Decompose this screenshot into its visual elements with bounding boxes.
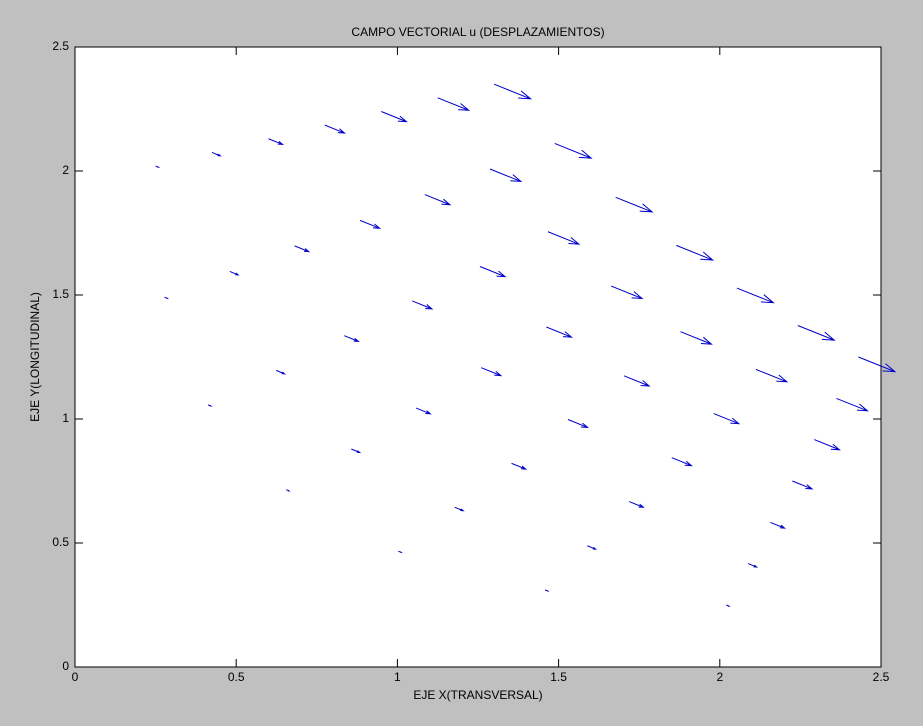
arrow (211, 151, 222, 157)
arrow (415, 407, 432, 415)
arrow (726, 604, 731, 607)
arrow (493, 83, 533, 100)
arrow (610, 285, 644, 300)
arrow (454, 506, 465, 512)
arrow (437, 97, 471, 111)
arrow (398, 550, 403, 554)
x-tick-label: 1.5 (550, 670, 567, 684)
x-tick-label: 0 (72, 670, 79, 684)
arrow (424, 194, 452, 206)
x-tick-label: 2 (716, 670, 723, 684)
arrow (511, 462, 528, 470)
y-tick-label: 2.5 (52, 39, 69, 53)
arrow (294, 245, 311, 253)
x-tick-label: 2.5 (873, 670, 890, 684)
arrow (792, 480, 814, 490)
arrow (567, 419, 590, 429)
arrow (207, 404, 213, 407)
arrow (324, 124, 347, 134)
arrow (344, 335, 360, 342)
arrow (359, 219, 382, 229)
arrow (747, 563, 759, 568)
arrow (671, 457, 693, 467)
arrow (629, 501, 645, 508)
arrow (481, 367, 503, 377)
y-tick-label: 1 (62, 411, 69, 425)
arrow (623, 375, 651, 387)
arrow (381, 111, 408, 123)
arrow (836, 397, 869, 412)
arrow (351, 448, 362, 454)
chart-title: CAMPO VECTORIAL u (DESPLAZAMIENTOS) (351, 25, 604, 39)
arrow (229, 270, 240, 276)
arrow (770, 521, 787, 529)
plot-area (74, 46, 882, 668)
x-tick-label: 1 (394, 670, 401, 684)
arrow (268, 138, 285, 146)
arrow (155, 165, 160, 168)
arrow (546, 326, 573, 338)
arrow (164, 296, 169, 300)
y-axis-label: EJE Y(LONGITUDINAL) (28, 292, 42, 422)
arrow (736, 287, 775, 304)
arrow (412, 300, 434, 310)
arrow (858, 356, 897, 373)
arrow (285, 489, 291, 492)
arrow (797, 325, 836, 341)
arrow (755, 368, 789, 383)
y-tick-label: 2 (62, 163, 69, 177)
arrow (489, 168, 523, 183)
arrow (676, 244, 715, 261)
arrow (615, 196, 654, 213)
arrow (275, 369, 287, 375)
y-tick-label: 0 (62, 659, 69, 673)
arrow (547, 231, 581, 245)
arrow (680, 331, 713, 345)
y-tick-label: 0.5 (52, 535, 69, 549)
arrow (554, 143, 593, 159)
y-tick-label: 1.5 (52, 287, 69, 301)
x-axis-label: EJE X(TRANSVERSAL) (413, 688, 542, 702)
arrow (544, 589, 550, 592)
arrow (814, 439, 841, 451)
x-tick-label: 0.5 (228, 670, 245, 684)
arrow (479, 266, 507, 278)
arrow (587, 545, 598, 550)
arrow (713, 413, 741, 425)
